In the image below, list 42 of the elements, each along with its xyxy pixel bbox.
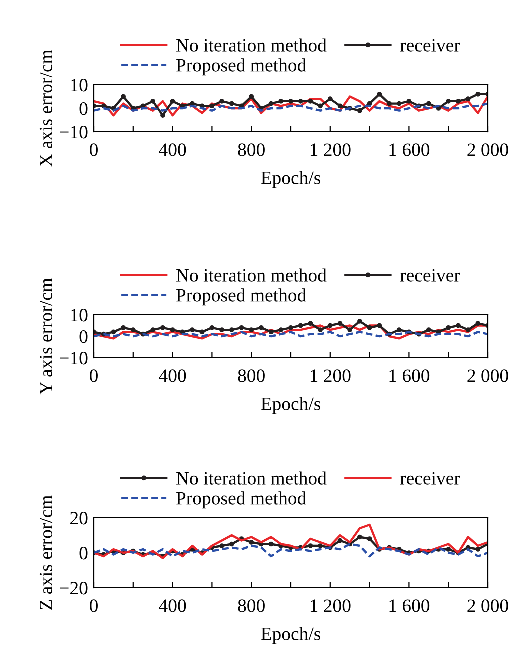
x-tick-label: 2 000	[468, 600, 508, 612]
y-axis-title: Z axis error/cm	[40, 496, 53, 610]
y-tick-label: 0	[80, 547, 88, 560]
y-tick-label: 0	[80, 102, 88, 116]
x-tick-label: 0	[90, 144, 98, 156]
x-tick-label: 1 600	[390, 144, 430, 156]
y-tick-label: −20	[60, 582, 88, 595]
y-tick-label: 10	[71, 309, 88, 322]
legend-label: receiver	[400, 472, 460, 485]
x-tick-label: 1 600	[390, 370, 430, 382]
y-tick-label: 0	[80, 330, 88, 344]
x-axis-title: Epoch/s	[261, 627, 321, 644]
y-axis-title: X axis error/cm	[40, 50, 53, 167]
legend-label: Proposed method	[176, 492, 306, 509]
x-tick-label: 0	[90, 600, 98, 612]
x-tick-label: 800	[238, 370, 265, 382]
y-tick-label: −10	[60, 126, 88, 139]
legend-label: Proposed method	[176, 58, 306, 76]
x-axis-title: Epoch/s	[261, 397, 321, 414]
legend-label: No iteration method	[176, 268, 327, 282]
x-tick-label: 1 600	[390, 600, 430, 612]
legend-label: receiver	[400, 269, 460, 282]
y-tick-label: 20	[70, 512, 88, 525]
x-tick-label: 2 000	[468, 370, 508, 382]
y-tick-label: 10	[71, 79, 88, 92]
x-tick-label: 800	[238, 144, 265, 156]
legend-label: No iteration method	[176, 38, 327, 52]
x-tick-label: 400	[159, 370, 186, 382]
x-tick-label: 1 200	[310, 370, 351, 382]
y-axis-title: Y axis error/cm	[40, 278, 53, 395]
x-tick-label: 800	[238, 600, 265, 612]
x-tick-label: 0	[90, 370, 98, 382]
legend-label: No iteration method	[176, 472, 327, 485]
y-tick-label: −10	[60, 352, 88, 365]
x-tick-label: 1 200	[310, 600, 351, 612]
x-tick-label: 1 200	[310, 144, 351, 156]
x-tick-label: 2 000	[468, 144, 508, 156]
x-tick-label: 400	[159, 600, 186, 612]
x-tick-label: 400	[159, 144, 186, 156]
legend-label: receiver	[400, 39, 460, 52]
legend-label: Proposed method	[176, 288, 306, 306]
x-axis-title: Epoch/s	[261, 171, 321, 188]
